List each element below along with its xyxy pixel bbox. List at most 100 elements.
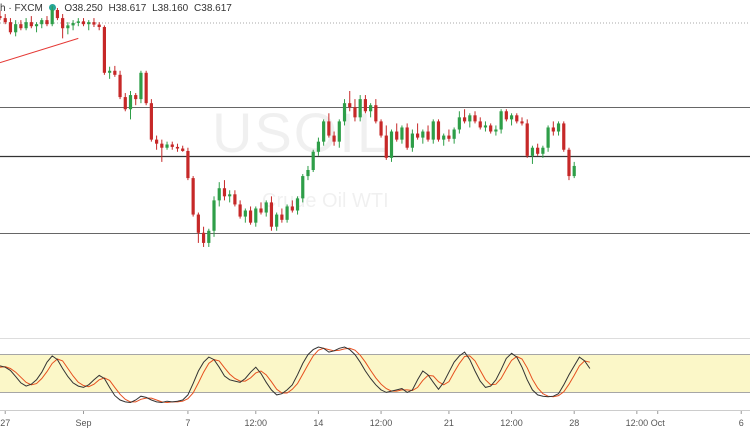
candle-body <box>149 103 153 140</box>
candle-body <box>87 22 91 25</box>
close-value: C38.617 <box>194 3 232 14</box>
x-tick-label: 6 <box>739 418 744 428</box>
candle-body <box>34 24 39 27</box>
stoch-band <box>0 354 750 393</box>
x-tick-label: 27 <box>0 418 10 428</box>
candle-body <box>358 99 362 118</box>
candle-body <box>207 230 211 243</box>
candle-body <box>165 144 169 148</box>
candle-body <box>337 121 341 142</box>
candle-body <box>155 139 159 144</box>
candle-body <box>489 125 493 132</box>
candle-body <box>322 121 326 142</box>
candle-body <box>369 105 373 112</box>
candle-body <box>447 135 451 139</box>
candle-body <box>108 70 112 73</box>
high-value: H38.617 <box>108 3 147 14</box>
candle-body <box>306 170 310 177</box>
candle-body <box>546 127 550 148</box>
candle-body <box>530 147 535 156</box>
candle-body <box>457 117 461 130</box>
candle-body <box>14 24 18 33</box>
open-value: O38.250 <box>64 3 103 14</box>
candle-body <box>8 22 13 33</box>
candle-body <box>462 117 467 122</box>
candle-body <box>40 20 44 25</box>
candle-body <box>3 18 7 23</box>
candle-body <box>222 188 227 197</box>
candle-body <box>92 22 96 25</box>
candle-body <box>243 210 247 217</box>
candle-body <box>494 129 498 132</box>
x-tick-label: 21 <box>444 418 454 428</box>
candle-body <box>405 127 409 148</box>
candle-body <box>24 22 28 29</box>
candle-body <box>504 111 508 120</box>
candle-body <box>478 121 482 128</box>
candle-body <box>61 18 65 29</box>
candle-body <box>181 148 185 151</box>
candle-body <box>442 135 446 140</box>
candle-body <box>175 146 180 149</box>
x-tick-label: 12:00 <box>626 418 649 428</box>
candle-body <box>134 95 138 100</box>
candle-body <box>259 208 263 213</box>
candle-body <box>217 188 221 201</box>
candle-body <box>551 127 555 132</box>
candle-body <box>541 147 545 154</box>
x-tick-label: 12:00 <box>245 418 268 428</box>
candle-body <box>275 214 279 227</box>
candle-body <box>19 24 23 29</box>
candle-body <box>285 206 289 220</box>
candle-body <box>186 150 190 179</box>
candle-body <box>295 198 300 211</box>
candle-body <box>421 131 425 138</box>
candle-body <box>348 103 352 108</box>
candle-body <box>452 129 456 139</box>
x-tick-label: 7 <box>185 418 190 428</box>
candle-body <box>97 24 101 28</box>
candle-body <box>228 194 232 197</box>
candle-body <box>426 131 430 140</box>
x-tick-label: 12:00 <box>370 418 393 428</box>
candle-body <box>342 103 347 122</box>
candle-body <box>196 214 200 233</box>
candle-body <box>410 133 414 148</box>
candle-body <box>562 123 566 150</box>
x-tick-label: Oct <box>651 418 666 428</box>
candle-body <box>468 115 472 122</box>
candle-body <box>248 210 253 223</box>
candle-body <box>254 208 258 223</box>
candle-body <box>269 202 274 227</box>
symbol-title: h · FXCM <box>0 3 43 14</box>
candle-body <box>160 143 164 148</box>
candle-body <box>280 214 284 220</box>
candle-body <box>264 202 268 213</box>
candle-body <box>76 21 80 23</box>
candle-body <box>316 141 321 152</box>
candle-body <box>363 99 367 112</box>
trend-line <box>0 37 79 64</box>
candle-body <box>567 149 571 177</box>
candle-body <box>509 115 514 120</box>
candle-body <box>473 115 477 122</box>
candle-body <box>483 125 488 128</box>
candle-body <box>374 105 378 122</box>
candle-body <box>45 20 49 25</box>
candle-body <box>233 194 237 205</box>
stoch-k-line <box>0 346 591 404</box>
candle-body <box>436 121 441 140</box>
x-tick-label: 14 <box>313 418 323 428</box>
candle-body <box>520 121 524 124</box>
candle-body <box>301 176 305 199</box>
candle-body <box>572 165 576 177</box>
candle-body <box>29 22 33 27</box>
candle-body <box>311 151 315 170</box>
x-tick-label: 12:00 <box>500 418 523 428</box>
candle-body <box>55 10 60 19</box>
candle-body <box>332 135 336 142</box>
candle-body <box>290 206 294 211</box>
candle-body <box>389 131 394 158</box>
candle-body <box>400 127 404 140</box>
